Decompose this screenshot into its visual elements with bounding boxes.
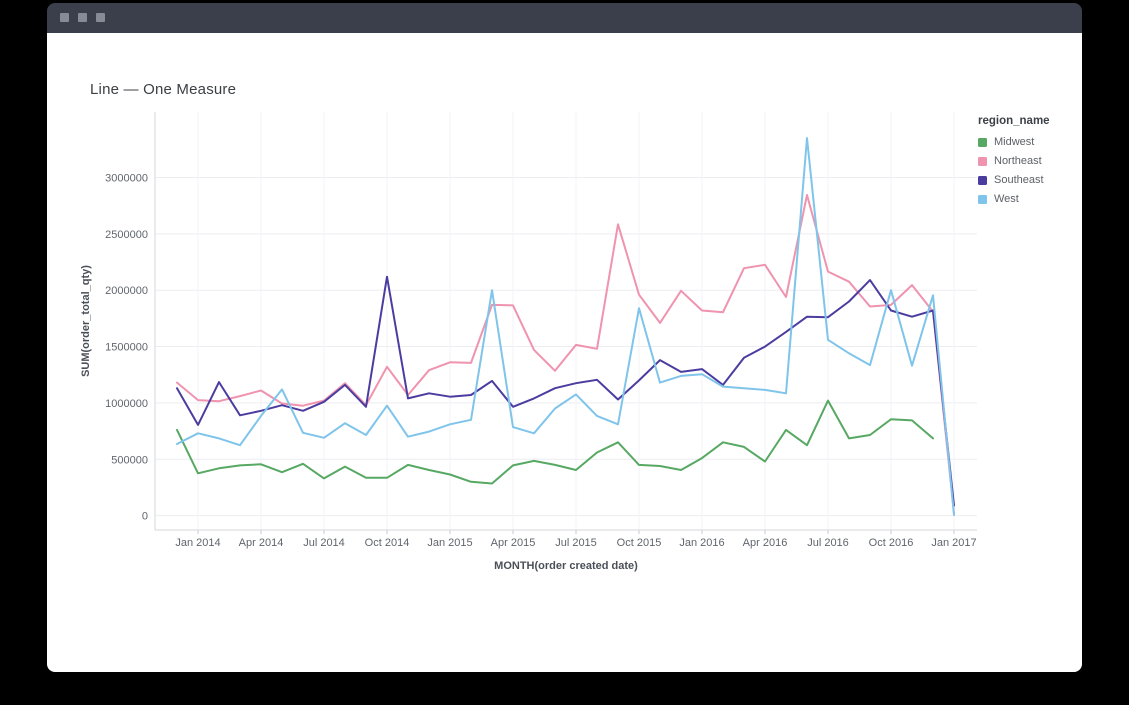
legend-item-label: Midwest	[994, 136, 1034, 148]
legend-item-southeast[interactable]: Southeast	[978, 174, 1078, 186]
legend-item-northeast[interactable]: Northeast	[978, 155, 1078, 167]
legend-item-midwest[interactable]: Midwest	[978, 136, 1078, 148]
legend-item-label: Northeast	[994, 155, 1042, 167]
y-axis-title: SUM(order_total_qty)	[80, 265, 92, 377]
x-axis-tick-label: Jul 2015	[555, 537, 597, 549]
window-titlebar	[47, 3, 1082, 33]
x-axis-title: MONTH(order created date)	[494, 560, 638, 572]
y-axis-tick-label: 1500000	[105, 342, 148, 354]
legend-item-label: Southeast	[994, 174, 1044, 186]
x-axis-tick-label: Oct 2014	[365, 537, 410, 549]
series-line-midwest	[177, 401, 933, 484]
y-axis-tick-label: 3000000	[105, 173, 148, 185]
legend-swatch-icon	[978, 157, 987, 166]
series-line-west	[177, 138, 954, 515]
line-chart: 0 500000 1000000 1500000 2000000 2500000 30000…	[47, 33, 1082, 672]
y-axis-tick-label: 2000000	[105, 285, 148, 297]
x-axis-tick-label: Jan 2015	[427, 537, 472, 549]
legend-swatch-icon	[978, 138, 987, 147]
legend-item-label: West	[994, 193, 1019, 205]
x-axis-tick-label: Jan 2016	[679, 537, 724, 549]
series-line-southeast	[177, 277, 954, 506]
x-axis-tick-label: Oct 2016	[869, 537, 914, 549]
x-axis-tick-label: Jan 2014	[175, 537, 220, 549]
window-dot-icon	[60, 13, 69, 22]
x-axis-tick-label: Apr 2015	[491, 537, 536, 549]
x-axis-tick-label: Apr 2016	[743, 537, 788, 549]
x-axis-tick-label: Jan 2017	[931, 537, 976, 549]
legend-swatch-icon	[978, 176, 987, 185]
y-axis-tick-label: 1000000	[105, 398, 148, 410]
app-window: Line — One Measure 050000010000001500000…	[47, 3, 1082, 672]
chart-card: Line — One Measure 050000010000001500000…	[47, 33, 1082, 672]
window-dot-icon	[96, 13, 105, 22]
x-axis-tick-label: Jul 2014	[303, 537, 345, 549]
window-dot-icon	[78, 13, 87, 22]
y-axis-tick-label: 0	[142, 511, 148, 523]
x-axis-tick-label: Oct 2015	[617, 537, 662, 549]
y-axis-tick-label: 2500000	[105, 229, 148, 241]
window-control-dots	[60, 13, 105, 22]
x-axis-tick-label: Jul 2016	[807, 537, 849, 549]
legend-title: region_name	[978, 115, 1078, 127]
legend: region_name Midwest Northeast Southeast Wes…	[978, 115, 1078, 212]
legend-swatch-icon	[978, 195, 987, 204]
legend-item-west[interactable]: West	[978, 193, 1078, 205]
x-axis-tick-label: Apr 2014	[239, 537, 284, 549]
series-line-northeast	[177, 195, 954, 513]
y-axis-tick-label: 500000	[111, 454, 148, 466]
